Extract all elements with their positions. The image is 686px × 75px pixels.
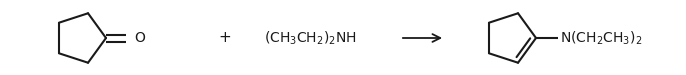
Text: N(CH$_2$CH$_3$)$_2$: N(CH$_2$CH$_3$)$_2$ [560, 29, 642, 47]
Text: (CH$_3$CH$_2$)$_2$NH: (CH$_3$CH$_2$)$_2$NH [264, 29, 356, 47]
Text: O: O [134, 31, 145, 45]
Text: +: + [219, 31, 231, 46]
